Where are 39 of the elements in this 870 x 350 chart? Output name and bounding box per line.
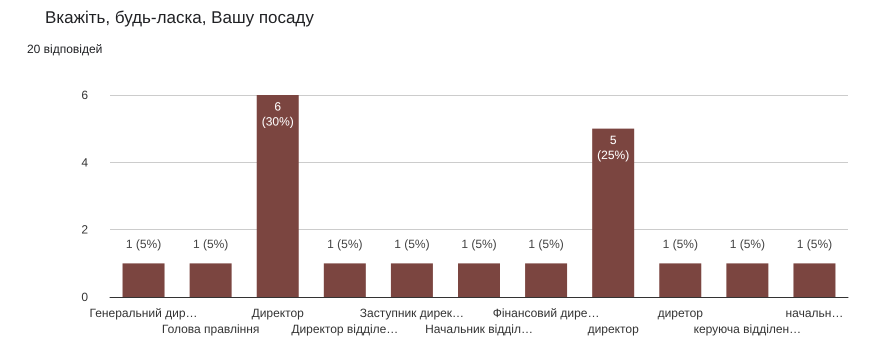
x-tick-label: директор <box>588 322 640 336</box>
bar <box>525 263 568 297</box>
y-tick-label: 2 <box>81 222 88 237</box>
y-tick-label: 4 <box>81 155 88 170</box>
bar <box>256 95 299 297</box>
x-tick-label: Фінансовий дире… <box>492 306 600 320</box>
data-label: 1 (5%) <box>662 236 698 251</box>
y-tick-label: 6 <box>81 88 88 102</box>
chart-subtitle: 20 відповідей <box>27 42 102 56</box>
x-tick-label: керуюча відділен… <box>694 322 802 336</box>
chart-title: Вкажіть, будь-ласка, Вашу посаду <box>45 8 314 27</box>
data-label: 5 (25%) <box>597 133 630 162</box>
bar <box>793 263 836 297</box>
bar <box>659 263 702 297</box>
data-label: 6 (30%) <box>262 100 294 128</box>
data-label: 1 (5%) <box>461 236 497 251</box>
data-label: 1 (5%) <box>126 236 162 251</box>
bar <box>122 263 165 297</box>
x-tick-label: Голова правління <box>162 322 260 336</box>
data-label: 1 (5%) <box>730 236 766 251</box>
data-label: 1 (5%) <box>192 236 228 251</box>
x-tick-label: диретор <box>658 306 704 320</box>
data-label: 1 (5%) <box>327 236 362 251</box>
x-tick-label: Директор відділе… <box>291 322 398 336</box>
bar <box>458 263 500 297</box>
x-tick-label: начальн… <box>786 306 844 320</box>
x-tick-label: Заступник дирек… <box>360 306 464 320</box>
y-tick-label: 0 <box>81 290 88 304</box>
data-label: 1 (5%) <box>394 236 430 251</box>
data-label: 1 (5%) <box>796 236 832 251</box>
bar <box>592 128 634 297</box>
bar <box>390 263 433 297</box>
x-tick-label: Генеральний дир… <box>90 306 198 320</box>
x-tick-label: Директор <box>252 306 304 320</box>
data-label: 1 (5%) <box>528 236 564 251</box>
bar <box>324 263 366 297</box>
x-tick-label: Начальник відділ… <box>425 322 533 336</box>
bar <box>726 263 768 297</box>
bar <box>190 263 232 297</box>
